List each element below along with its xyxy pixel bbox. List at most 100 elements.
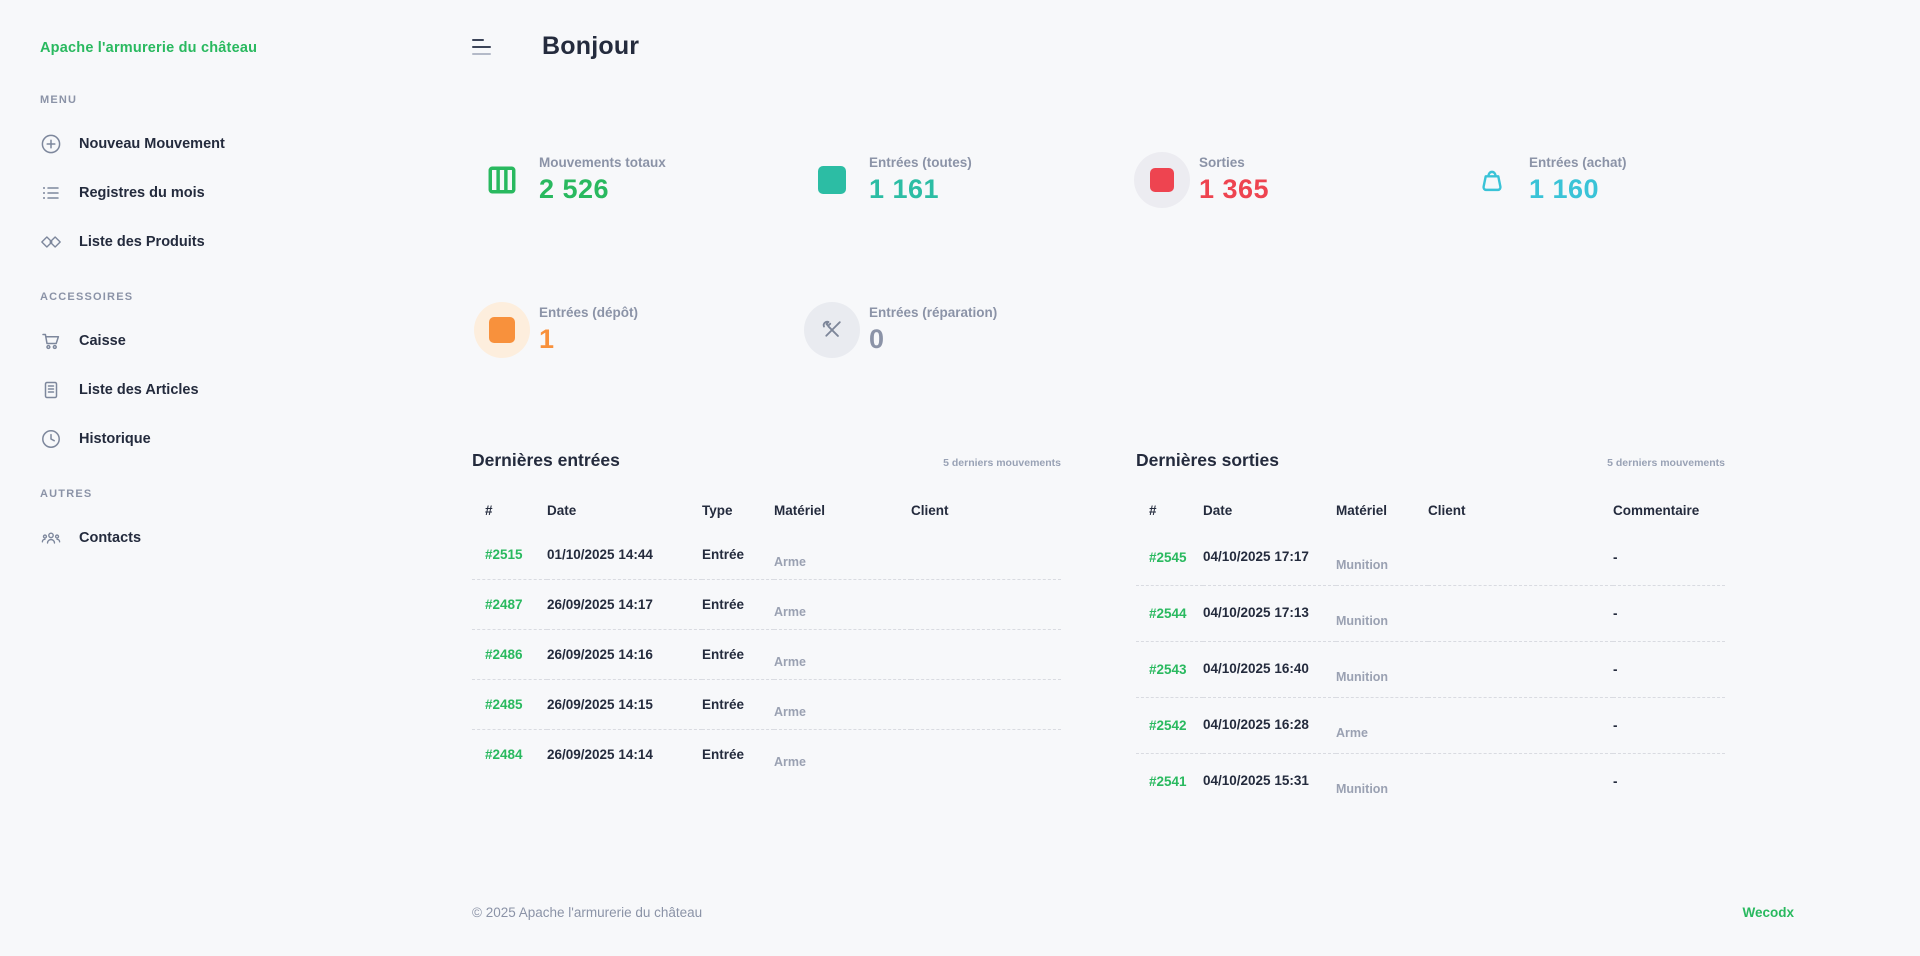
red-square-icon bbox=[1134, 152, 1190, 208]
sidebar-item-label: Registres du mois bbox=[79, 185, 205, 201]
sidebar-item-registres-du-mois[interactable]: Registres du mois bbox=[40, 182, 470, 204]
sidebar-item-label: Historique bbox=[79, 431, 151, 447]
menu-toggle-icon[interactable] bbox=[472, 37, 494, 55]
movement-commentaire: - bbox=[1613, 530, 1725, 586]
table-row: #2484 26/09/2025 14:14 Entrée Arme bbox=[472, 730, 1061, 780]
app-title[interactable]: Apache l'armurerie du château bbox=[40, 40, 258, 56]
stat-value: 1 365 bbox=[1199, 174, 1270, 204]
sidebar-item-liste-des-articles[interactable]: Liste des Articles bbox=[40, 379, 470, 401]
table-row: #2545 04/10/2025 17:17 Munition - bbox=[1136, 530, 1725, 586]
sidebar-item-nouveau-mouvement[interactable]: Nouveau Mouvement bbox=[40, 133, 470, 155]
sidebar-item-liste-des-produits[interactable]: Liste des Produits bbox=[40, 231, 470, 253]
entrees-table: # Date Type Matériel Client #2515 01/10/… bbox=[472, 495, 1061, 779]
main-content: Bonjour Mouvements totaux 2 526 Entrées … bbox=[470, 0, 1920, 956]
col-header: # bbox=[485, 503, 493, 518]
movement-date: 26/09/2025 14:17 bbox=[547, 597, 653, 612]
movement-id-link[interactable]: #2545 bbox=[1149, 549, 1187, 565]
stat-value: 1 161 bbox=[869, 174, 940, 204]
sidebar-item-historique[interactable]: Historique bbox=[40, 428, 470, 450]
sidebar-item-caisse[interactable]: Caisse bbox=[40, 330, 470, 352]
movement-id-link[interactable]: #2515 bbox=[485, 547, 523, 562]
orange-square-icon bbox=[474, 302, 530, 358]
copyright-text: © 2025 Apache l'armurerie du château bbox=[472, 904, 703, 920]
stat-label: Entrées (réparation) bbox=[869, 305, 998, 320]
movement-date: 01/10/2025 14:44 bbox=[547, 547, 653, 562]
col-header: Matériel bbox=[1336, 503, 1388, 518]
sidebar-section-menu: MENU bbox=[40, 94, 78, 106]
movement-id-link[interactable]: #2544 bbox=[1149, 605, 1187, 621]
movement-date: 04/10/2025 17:13 bbox=[1203, 604, 1309, 620]
movement-id-link[interactable]: #2541 bbox=[1149, 773, 1187, 789]
stat-label: Entrées (toutes) bbox=[869, 155, 972, 170]
plus-circle-icon bbox=[40, 133, 62, 155]
stat-value: 0 bbox=[869, 324, 885, 354]
col-header: Commentaire bbox=[1613, 503, 1700, 518]
topbar: Bonjour bbox=[472, 26, 1794, 66]
movement-client bbox=[911, 679, 1061, 730]
sidebar-item-label: Liste des Articles bbox=[79, 382, 199, 398]
table-row: #2543 04/10/2025 16:40 Munition - bbox=[1136, 641, 1725, 698]
table-row: #2485 26/09/2025 14:15 Entrée Arme bbox=[472, 679, 1061, 730]
movement-id-link[interactable]: #2485 bbox=[485, 697, 523, 712]
col-header: Date bbox=[1203, 503, 1233, 518]
diamonds-icon bbox=[40, 231, 62, 253]
tools-icon bbox=[804, 302, 860, 358]
stat-value: 1 bbox=[539, 324, 555, 354]
movement-id-link[interactable]: #2484 bbox=[485, 747, 523, 762]
stat-entrees-depot: Entrées (dépôt) 1 bbox=[474, 302, 804, 358]
stat-entrees-reparation: Entrées (réparation) 0 bbox=[804, 302, 1134, 358]
movement-materiel: Arme bbox=[1336, 725, 1368, 740]
movement-client bbox=[911, 629, 1061, 680]
movement-client bbox=[911, 730, 1061, 780]
stat-value: 1 160 bbox=[1529, 174, 1600, 204]
movement-client bbox=[1428, 641, 1613, 698]
sidebar-item-label: Caisse bbox=[79, 333, 126, 349]
movement-client bbox=[911, 530, 1061, 580]
movement-id-link[interactable]: #2486 bbox=[485, 647, 523, 662]
list-icon bbox=[40, 182, 62, 204]
col-header: Client bbox=[911, 503, 949, 518]
movement-client bbox=[1428, 585, 1613, 642]
sidebar-item-label: Contacts bbox=[79, 530, 142, 546]
sidebar-item-contacts[interactable]: Contacts bbox=[40, 527, 470, 549]
clock-icon bbox=[40, 428, 62, 450]
movement-id-link[interactable]: #2487 bbox=[485, 597, 523, 612]
journal-icon bbox=[40, 379, 62, 401]
movement-client bbox=[1428, 697, 1613, 754]
sorties-table: # Date Matériel Client Commentaire #2545… bbox=[1136, 495, 1725, 809]
stat-sorties: Sorties 1 365 bbox=[1134, 152, 1464, 208]
table-row: #2542 04/10/2025 16:28 Arme - bbox=[1136, 697, 1725, 754]
people-icon bbox=[40, 527, 62, 549]
movement-type: Entrée bbox=[702, 629, 774, 680]
movement-type: Entrée bbox=[702, 679, 774, 730]
movement-id-link[interactable]: #2542 bbox=[1149, 717, 1187, 733]
dernieres-entrees-panel: Dernières entrées 5 derniers mouvements … bbox=[472, 450, 1061, 809]
stats-grid: Mouvements totaux 2 526 Entrées (toutes)… bbox=[474, 152, 1794, 358]
movement-type: Entrée bbox=[702, 530, 774, 580]
col-header: Date bbox=[547, 503, 577, 518]
sidebar-section-autres: AUTRES bbox=[40, 488, 93, 500]
stat-label: Sorties bbox=[1199, 155, 1245, 170]
col-header: Type bbox=[702, 503, 733, 518]
movement-commentaire: - bbox=[1613, 641, 1725, 698]
movement-date: 26/09/2025 14:16 bbox=[547, 647, 653, 662]
sidebar: Apache l'armurerie du château MENU Nouve… bbox=[0, 0, 470, 956]
brand-link[interactable]: Wecodx bbox=[1742, 904, 1794, 920]
movement-materiel: Munition bbox=[1336, 669, 1389, 684]
sidebar-section-accessoires: ACCESSOIRES bbox=[40, 291, 134, 303]
movement-id-link[interactable]: #2543 bbox=[1149, 661, 1187, 677]
movement-materiel: Arme bbox=[774, 555, 806, 569]
footer: © 2025 Apache l'armurerie du château Wec… bbox=[472, 905, 1794, 920]
stat-label: Entrées (dépôt) bbox=[539, 305, 639, 320]
stat-entrees-toutes: Entrées (toutes) 1 161 bbox=[804, 152, 1134, 208]
table-row: #2487 26/09/2025 14:17 Entrée Arme bbox=[472, 579, 1061, 630]
shopping-bag-icon bbox=[1464, 152, 1520, 208]
movement-commentaire: - bbox=[1613, 585, 1725, 642]
movement-client bbox=[911, 579, 1061, 630]
movement-type: Entrée bbox=[702, 579, 774, 630]
stat-label: Mouvements totaux bbox=[539, 155, 666, 170]
movement-materiel: Munition bbox=[1336, 781, 1389, 796]
table-row: #2544 04/10/2025 17:13 Munition - bbox=[1136, 585, 1725, 642]
movement-date: 26/09/2025 14:14 bbox=[547, 747, 653, 762]
movement-materiel: Munition bbox=[1336, 613, 1389, 628]
